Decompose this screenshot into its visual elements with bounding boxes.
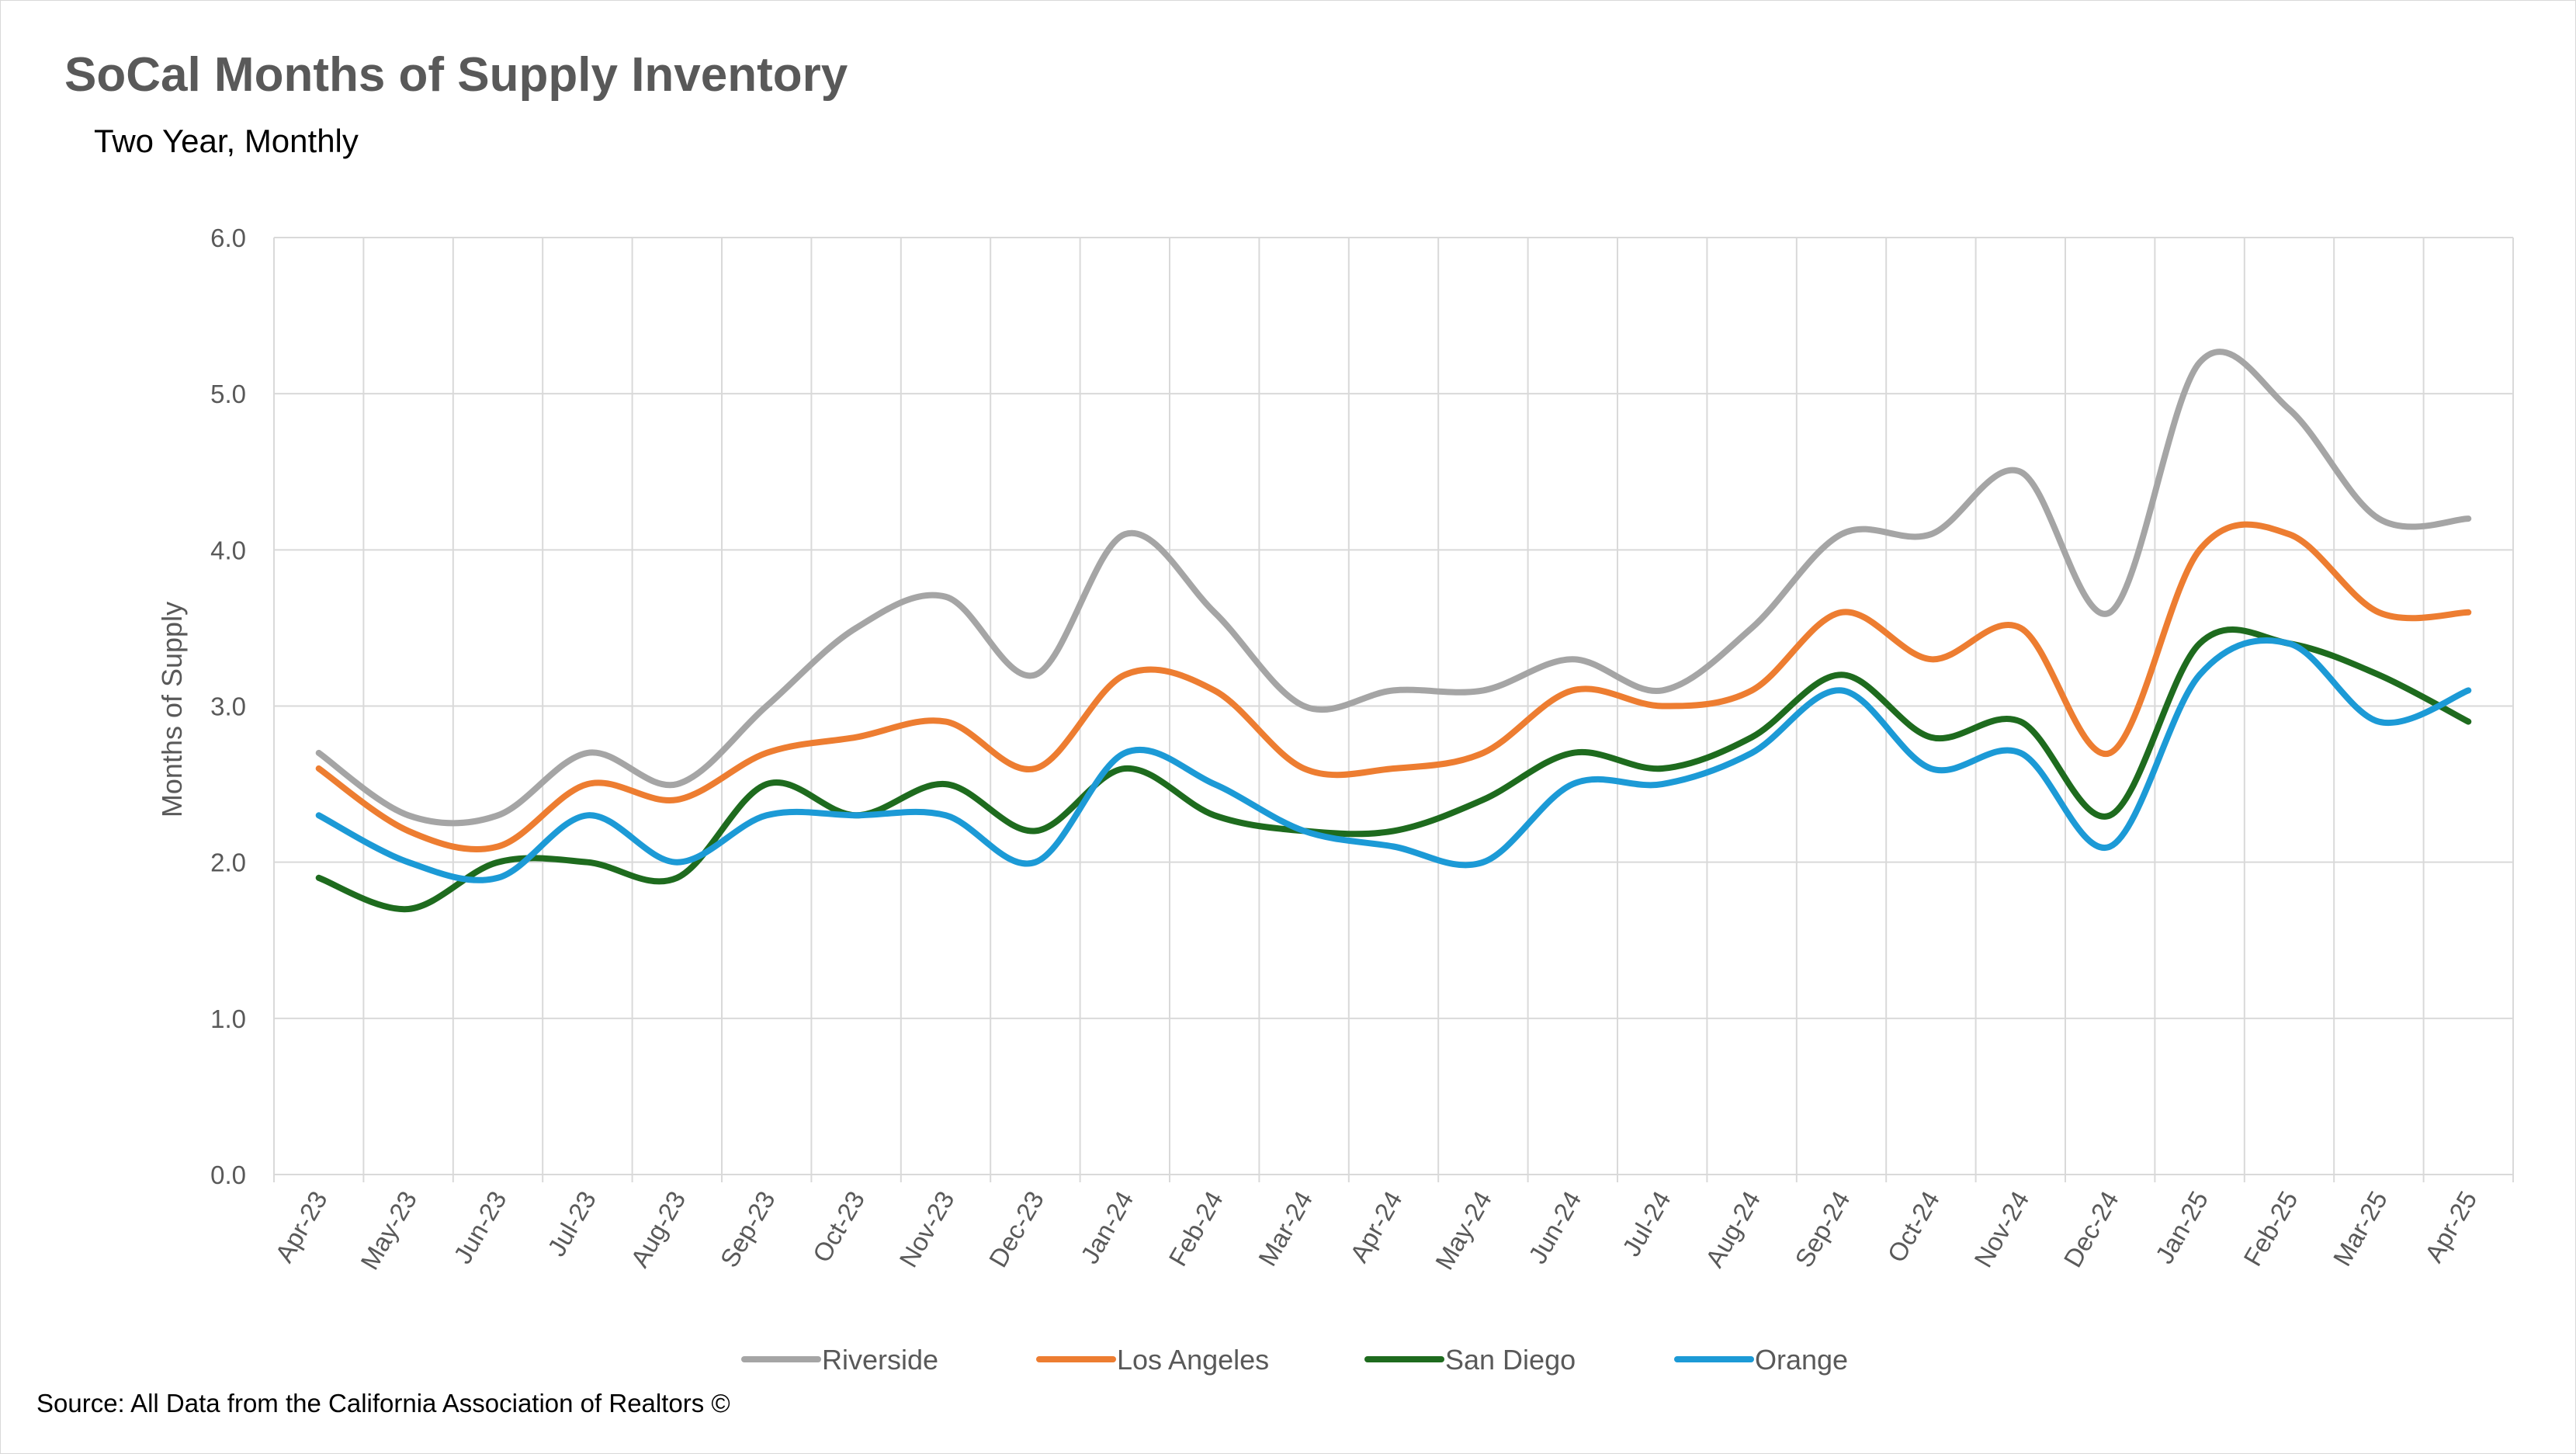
x-tick-label: Jul-24 <box>1617 1186 1676 1261</box>
legend-item-san-diego: San Diego <box>1364 1344 1576 1376</box>
x-tick-label: Aug-23 <box>625 1186 691 1272</box>
x-tick-label: Sep-23 <box>715 1186 781 1272</box>
gridlines <box>273 237 2514 1182</box>
x-tick-label: Jan-24 <box>1075 1186 1139 1268</box>
legend-label: Riverside <box>822 1344 938 1376</box>
legend: Riverside Los Angeles San Diego Orange <box>741 1344 1848 1376</box>
legend-label: Orange <box>1755 1344 1848 1376</box>
legend-item-los-angeles: Los Angeles <box>1036 1344 1269 1376</box>
x-tick-label: Mar-24 <box>1253 1186 1318 1271</box>
x-tick-label: Feb-24 <box>1163 1186 1228 1271</box>
x-tick-label: Oct-24 <box>1881 1186 1945 1267</box>
series-line-orange <box>315 637 2472 883</box>
y-tick-label: 5.0 <box>210 380 246 408</box>
y-tick-label: 0.0 <box>210 1161 246 1189</box>
x-tick-label: Nov-23 <box>893 1186 959 1272</box>
y-axis-tick-labels: 0.0 1.0 2.0 3.0 4.0 5.0 6.0 <box>210 224 246 1189</box>
x-tick-label: Oct-23 <box>807 1186 871 1267</box>
series-line-san-diego <box>315 626 2472 913</box>
x-tick-label: Feb-25 <box>2238 1186 2303 1271</box>
x-tick-label: May-23 <box>355 1186 422 1275</box>
legend-label: San Diego <box>1445 1344 1576 1376</box>
x-tick-label: Jun-24 <box>1523 1186 1586 1268</box>
y-tick-label: 6.0 <box>210 224 246 252</box>
x-tick-label: Nov-24 <box>1968 1186 2034 1272</box>
series-line-riverside <box>315 349 2472 827</box>
x-tick-label: May-24 <box>1430 1186 1497 1275</box>
x-tick-label: Mar-25 <box>2328 1186 2393 1271</box>
legend-label: Los Angeles <box>1117 1344 1269 1376</box>
legend-item-riverside: Riverside <box>741 1344 938 1376</box>
series-line-los-angeles <box>315 521 2472 852</box>
x-tick-label: Dec-23 <box>983 1186 1049 1272</box>
chart-subtitle: Two Year, Monthly <box>94 123 359 159</box>
x-tick-label: Apr-25 <box>2419 1186 2483 1267</box>
legend-item-orange: Orange <box>1674 1344 1848 1376</box>
y-tick-label: 3.0 <box>210 692 246 721</box>
x-tick-label: Jun-23 <box>448 1186 511 1268</box>
source-note: Source: All Data from the California Ass… <box>36 1389 730 1418</box>
y-tick-label: 2.0 <box>210 848 246 877</box>
x-tick-label: Apr-23 <box>269 1186 333 1267</box>
series-lines <box>315 349 2472 913</box>
y-axis-title: Months of Supply <box>156 602 188 817</box>
x-tick-label: Aug-24 <box>1700 1186 1766 1272</box>
y-tick-label: 4.0 <box>210 536 246 564</box>
x-axis-tick-labels: Apr-23 May-23 Jun-23 Jul-23 Aug-23 Sep-23 Oct-… <box>269 1186 2482 1275</box>
x-tick-label: Jan-25 <box>2150 1186 2214 1268</box>
x-tick-label: Dec-24 <box>2058 1186 2124 1272</box>
x-tick-label: Jul-23 <box>542 1186 602 1261</box>
y-tick-label: 1.0 <box>210 1005 246 1033</box>
chart-title: SoCal Months of Supply Inventory <box>64 48 848 102</box>
x-tick-label: Apr-24 <box>1344 1186 1408 1267</box>
x-tick-label: Sep-24 <box>1789 1186 1855 1272</box>
